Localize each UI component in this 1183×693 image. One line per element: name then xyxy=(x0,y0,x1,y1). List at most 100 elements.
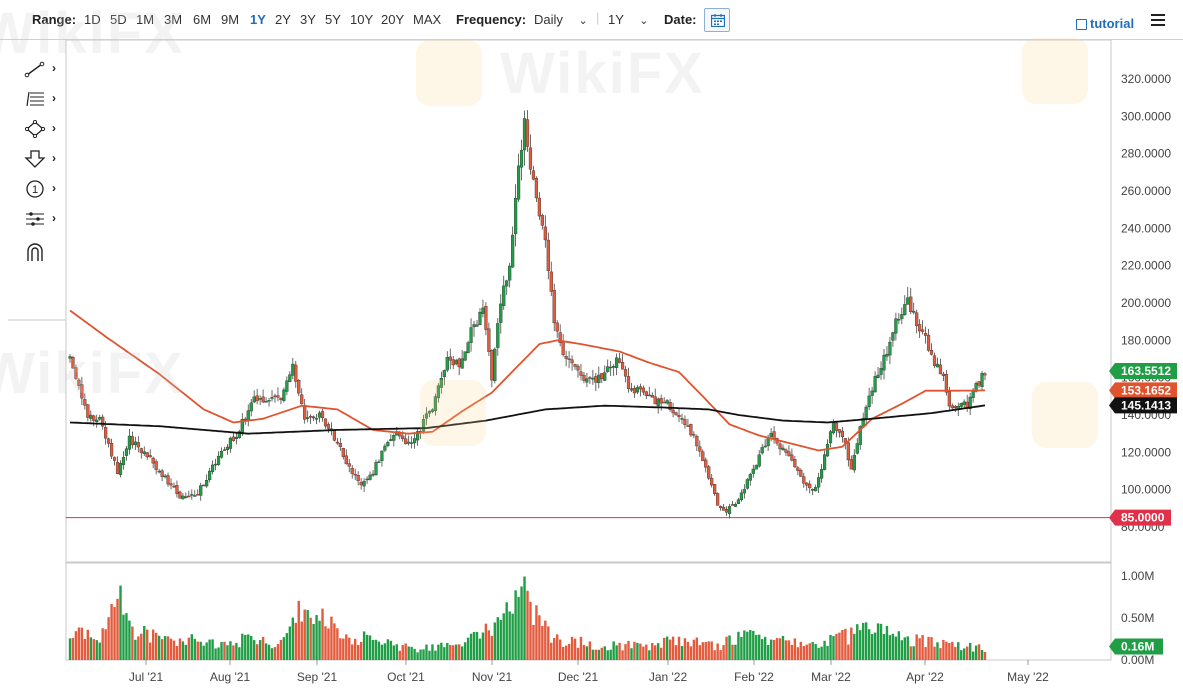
volume-bar xyxy=(487,630,491,660)
price-chart[interactable]: 320.0000 300.0000 280.0000 260.0000 240.0000… xyxy=(0,40,1183,693)
volume-bar xyxy=(529,601,532,660)
volume-tick-label: 0.00M xyxy=(1121,653,1154,667)
candle-body xyxy=(879,368,883,375)
candle-body xyxy=(612,366,616,368)
volume-bar xyxy=(772,639,776,660)
candle-body xyxy=(828,431,833,444)
volume-bar xyxy=(475,631,479,660)
candle-body xyxy=(98,417,102,420)
candle-body xyxy=(291,363,295,376)
volume-bar xyxy=(977,644,981,660)
candle-body xyxy=(662,401,666,404)
volume-bar xyxy=(802,645,805,660)
volume-bar xyxy=(668,639,672,660)
volume-bar xyxy=(502,613,505,660)
volume-bar xyxy=(86,629,90,660)
volume-bar xyxy=(695,637,699,660)
volume-bar xyxy=(312,623,315,660)
range-3m-button[interactable]: 3M xyxy=(164,12,183,27)
volume-bar xyxy=(885,625,889,660)
range-1d-button[interactable]: 1D xyxy=(84,12,101,27)
arrow-tool-button[interactable]: › xyxy=(22,148,64,170)
candle-body xyxy=(906,297,910,305)
shape-tool-button[interactable]: › xyxy=(22,118,64,140)
candle-body xyxy=(609,366,613,369)
line-tool-button[interactable]: › xyxy=(22,58,64,80)
range-5y-button[interactable]: 5Y xyxy=(325,12,341,27)
candle-body xyxy=(668,402,672,411)
hamburger-menu-icon[interactable] xyxy=(1151,14,1165,26)
candle-body xyxy=(632,387,637,394)
candle-body xyxy=(80,384,84,399)
magnet-tool-button[interactable] xyxy=(22,240,64,262)
range-10y-button[interactable]: 10Y xyxy=(350,12,374,27)
range-20y-button[interactable]: 20Y xyxy=(381,12,405,27)
candle-body xyxy=(980,373,984,388)
annotation-glyph: 1 xyxy=(32,184,38,196)
volume-bar xyxy=(140,633,143,660)
volume-bar xyxy=(279,639,283,660)
volume-bar xyxy=(68,638,72,660)
candle-body xyxy=(540,215,544,226)
range-9m-button[interactable]: 9M xyxy=(221,12,240,27)
fib-tool-button[interactable]: › xyxy=(22,88,64,110)
period-dropdown[interactable]: 1Y ⌄ xyxy=(608,11,649,30)
volume-bar xyxy=(811,642,814,660)
chevron-right-icon: › xyxy=(52,121,56,135)
volume-bar xyxy=(160,639,164,660)
candle-body xyxy=(597,374,601,384)
candle-body xyxy=(962,401,966,405)
candle-body xyxy=(974,383,978,392)
candle-body xyxy=(534,178,539,199)
volume-bar xyxy=(832,636,835,660)
volume-bar xyxy=(119,585,122,660)
volume-bar xyxy=(662,637,666,660)
volume-bar xyxy=(523,576,526,660)
volume-bar xyxy=(870,634,874,660)
frequency-dropdown[interactable]: Daily ⌄ xyxy=(534,11,588,30)
annotation-tool-button[interactable]: 1 › xyxy=(22,178,64,200)
candle-body xyxy=(799,469,803,477)
candle-body xyxy=(686,425,690,427)
volume-bar xyxy=(193,638,196,660)
volume-bar xyxy=(460,646,464,660)
range-2y-button[interactable]: 2Y xyxy=(275,12,291,27)
tutorial-link[interactable]: tutorial xyxy=(1076,16,1134,31)
range-1m-button[interactable]: 1M xyxy=(136,12,155,27)
tutorial-label: tutorial xyxy=(1090,16,1135,31)
volume-bar xyxy=(419,649,422,660)
volume-bar xyxy=(867,629,871,660)
volume-bar xyxy=(725,636,728,660)
volume-bar xyxy=(547,626,550,660)
volume-bar xyxy=(128,620,131,660)
date-picker-button[interactable] xyxy=(704,8,730,32)
volume-bar xyxy=(909,646,912,660)
volume-bar xyxy=(505,602,508,660)
range-1y-button[interactable]: 1Y xyxy=(250,12,266,27)
candle-body xyxy=(374,462,378,476)
candle-body xyxy=(724,508,729,513)
volume-bar xyxy=(769,639,773,660)
measure-tool-button[interactable]: › xyxy=(22,208,64,230)
range-3y-button[interactable]: 3Y xyxy=(300,12,316,27)
candle-body xyxy=(650,395,654,398)
candle-body xyxy=(148,455,152,458)
volume-bar xyxy=(333,623,336,660)
volume-bar xyxy=(835,633,838,660)
candle-body xyxy=(656,398,660,406)
volume-bar xyxy=(380,644,384,660)
candle-body xyxy=(163,475,167,478)
candle-body xyxy=(205,480,209,487)
volume-bar xyxy=(573,638,577,660)
candle-body xyxy=(410,442,414,444)
volume-bar xyxy=(134,639,137,660)
volume-bar xyxy=(553,638,556,660)
volume-bar xyxy=(752,630,755,660)
range-5d-button[interactable]: 5D xyxy=(110,12,127,27)
range-6m-button[interactable]: 6M xyxy=(193,12,212,27)
candle-body xyxy=(213,463,218,466)
candle-body xyxy=(635,387,640,393)
volume-bar xyxy=(561,646,565,660)
volume-bar xyxy=(288,626,292,660)
range-max-button[interactable]: MAX xyxy=(413,12,442,27)
